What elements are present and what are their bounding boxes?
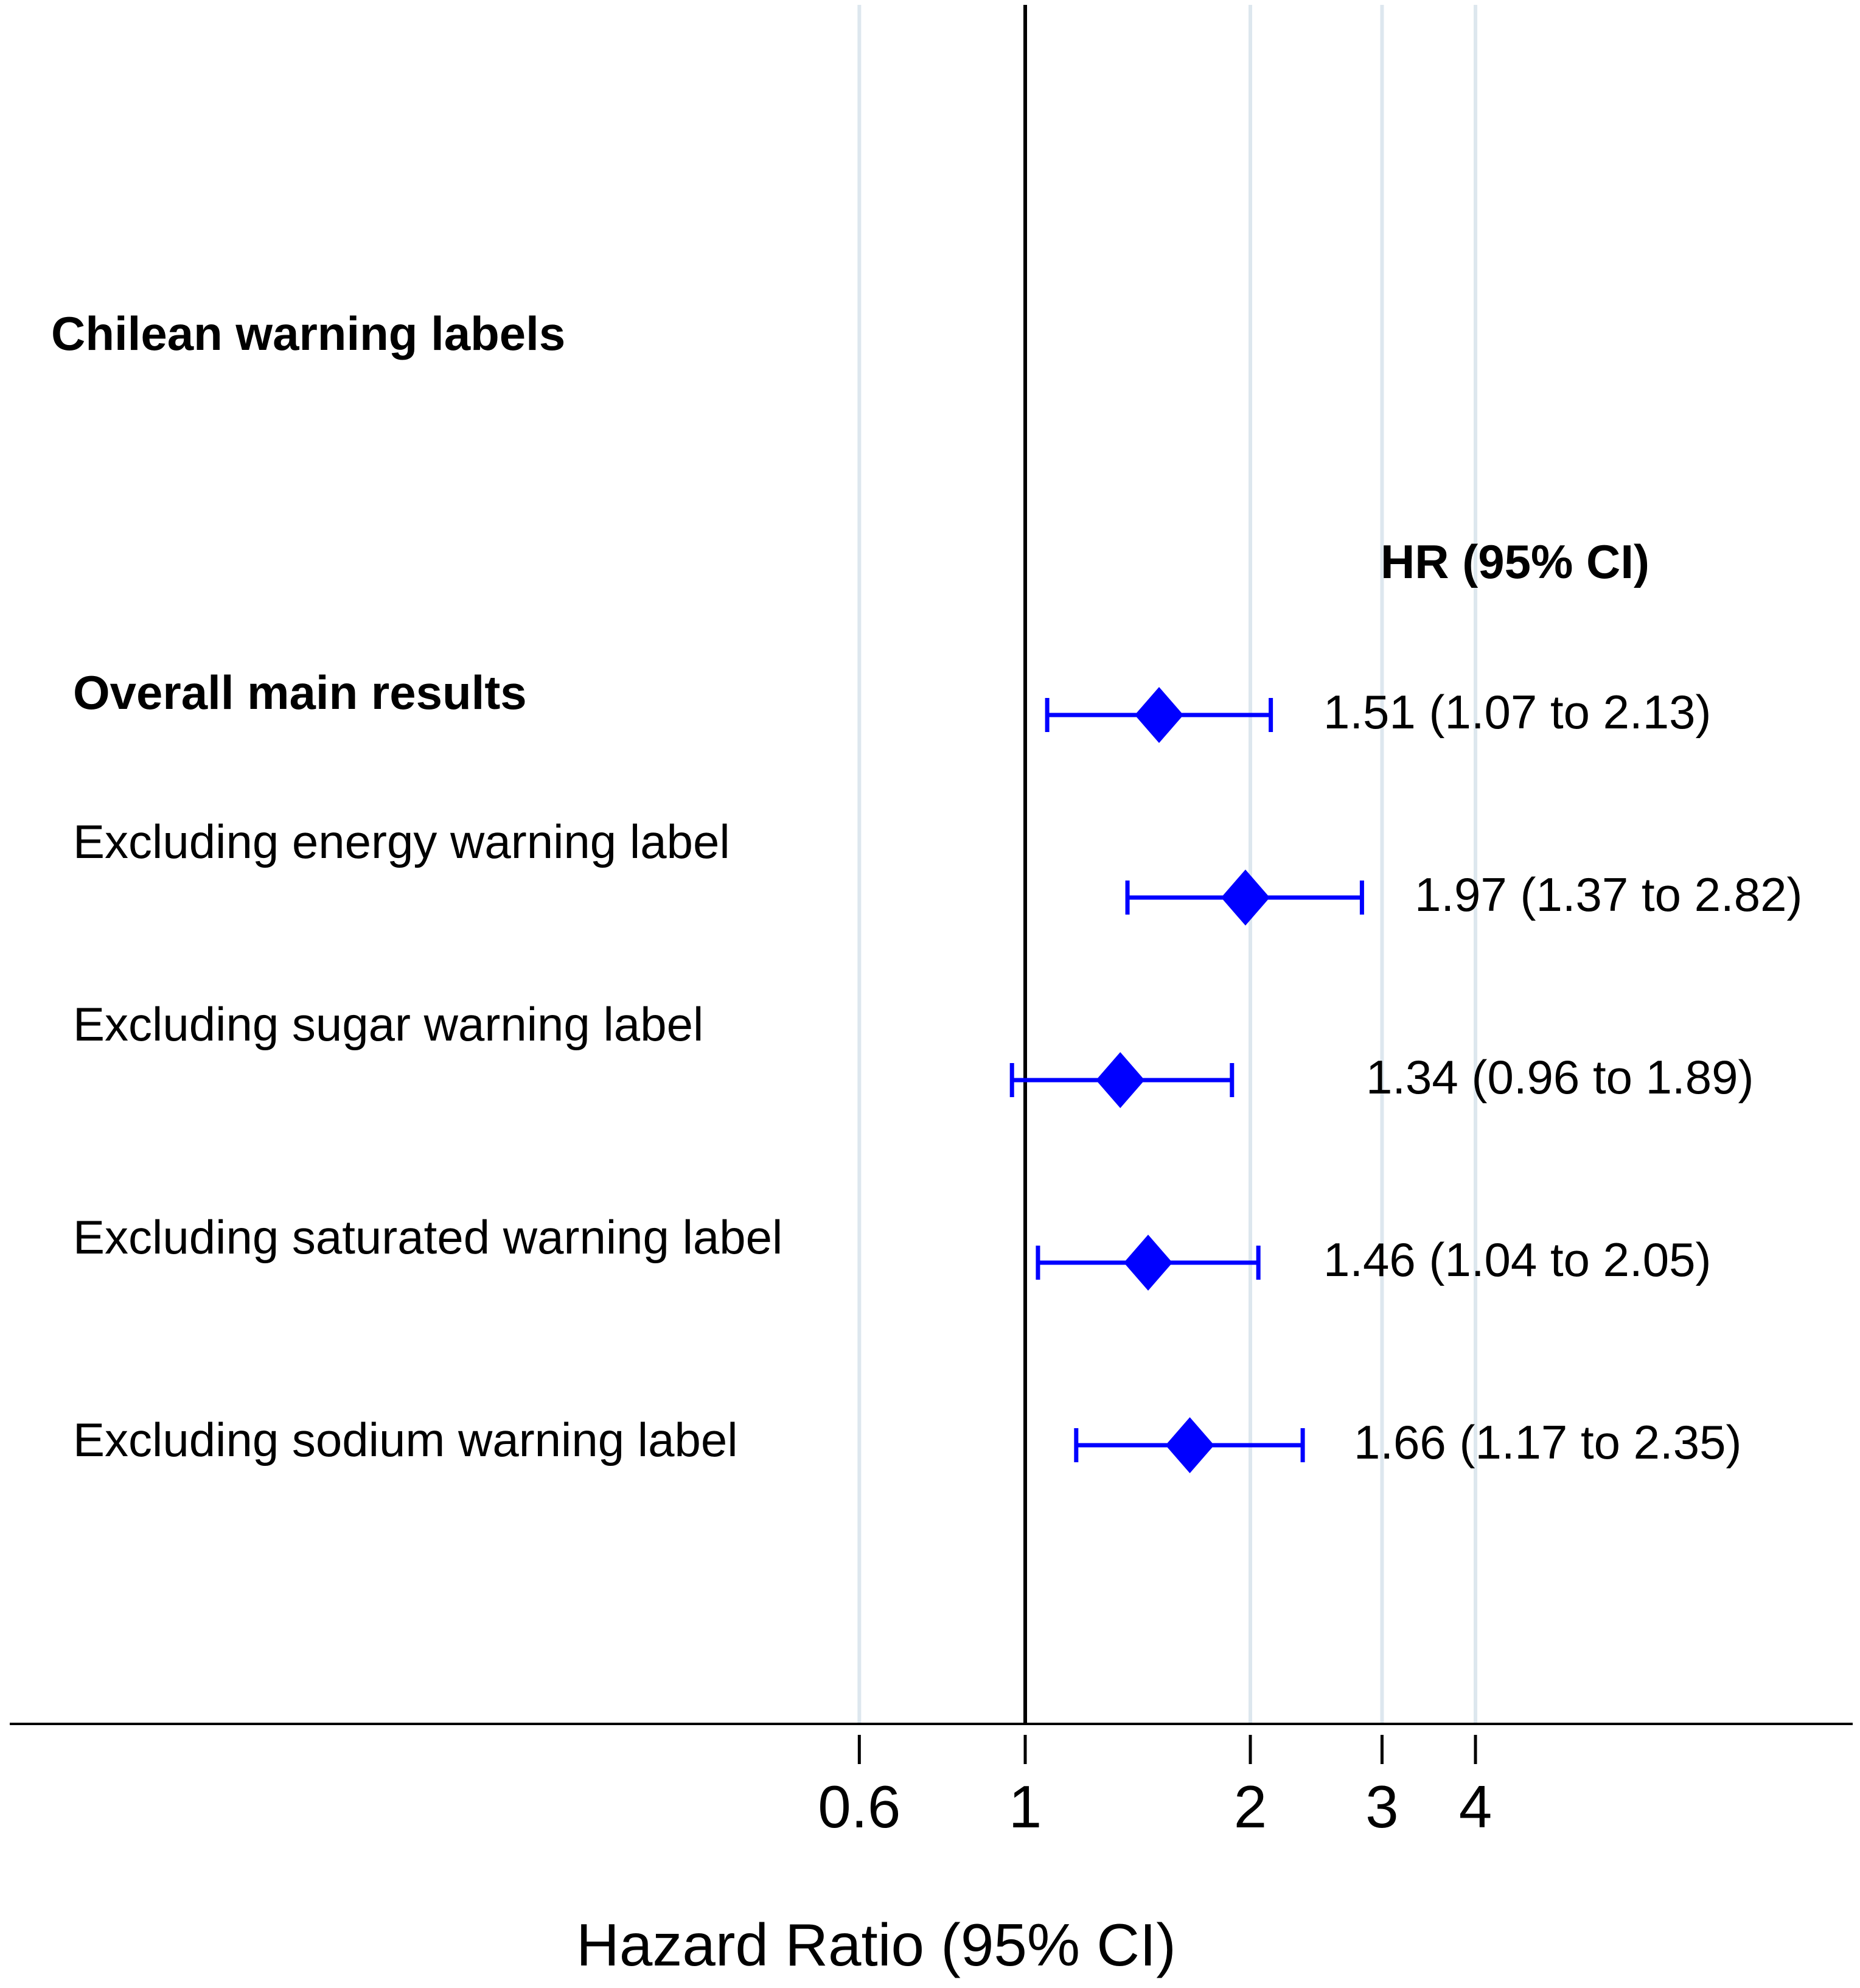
hr-point-marker	[1134, 687, 1183, 743]
column-header: HR (95% CI)	[1381, 535, 1649, 588]
hr-point-marker	[1221, 870, 1270, 926]
hr-value-label: 1.34 (0.96 to 1.89)	[1366, 1050, 1754, 1104]
row-label: Excluding sodium warning label	[73, 1413, 738, 1467]
forest-row: Excluding saturated warning label 1.46 (1…	[73, 1210, 1711, 1291]
forest-rows: Overall main results 1.51 (1.07 to 2.13) E…	[73, 666, 1802, 1473]
forest-row: Excluding sugar warning label 1.34 (0.96 …	[73, 997, 1754, 1108]
hr-value-label: 1.66 (1.17 to 2.35)	[1354, 1415, 1741, 1469]
tick-label-4: 4	[1459, 1773, 1493, 1840]
forest-row: Excluding sodium warning label 1.66 (1.17…	[73, 1413, 1741, 1473]
row-label: Excluding saturated warning label	[73, 1210, 782, 1264]
hr-point-marker	[1096, 1052, 1145, 1108]
row-label: Excluding energy warning label	[73, 815, 730, 868]
hr-value-label: 1.46 (1.04 to 2.05)	[1323, 1233, 1711, 1286]
hr-value-label: 1.51 (1.07 to 2.13)	[1323, 685, 1711, 739]
hr-point-marker	[1124, 1235, 1173, 1291]
hr-value-label: 1.97 (1.37 to 2.82)	[1415, 868, 1802, 921]
row-label: Excluding sugar warning label	[73, 997, 703, 1051]
gridlines	[857, 5, 1477, 1724]
forest-row: Overall main results 1.51 (1.07 to 2.13)	[73, 666, 1711, 743]
tick-label-1: 1	[1009, 1773, 1042, 1840]
tick-label-3: 3	[1365, 1773, 1399, 1840]
x-axis-title: Hazard Ratio (95% CI)	[576, 1911, 1176, 1978]
forest-row: Excluding energy warning label 1.97 (1.37…	[73, 815, 1802, 926]
section-title: Chilean warning labels	[51, 307, 565, 360]
x-axis-ticks: 0.6 1 2 3 4	[818, 1735, 1492, 1840]
tick-label-0.6: 0.6	[818, 1773, 900, 1840]
hr-point-marker	[1165, 1417, 1214, 1473]
tick-label-2: 2	[1234, 1773, 1267, 1840]
row-label: Overall main results	[73, 666, 527, 719]
